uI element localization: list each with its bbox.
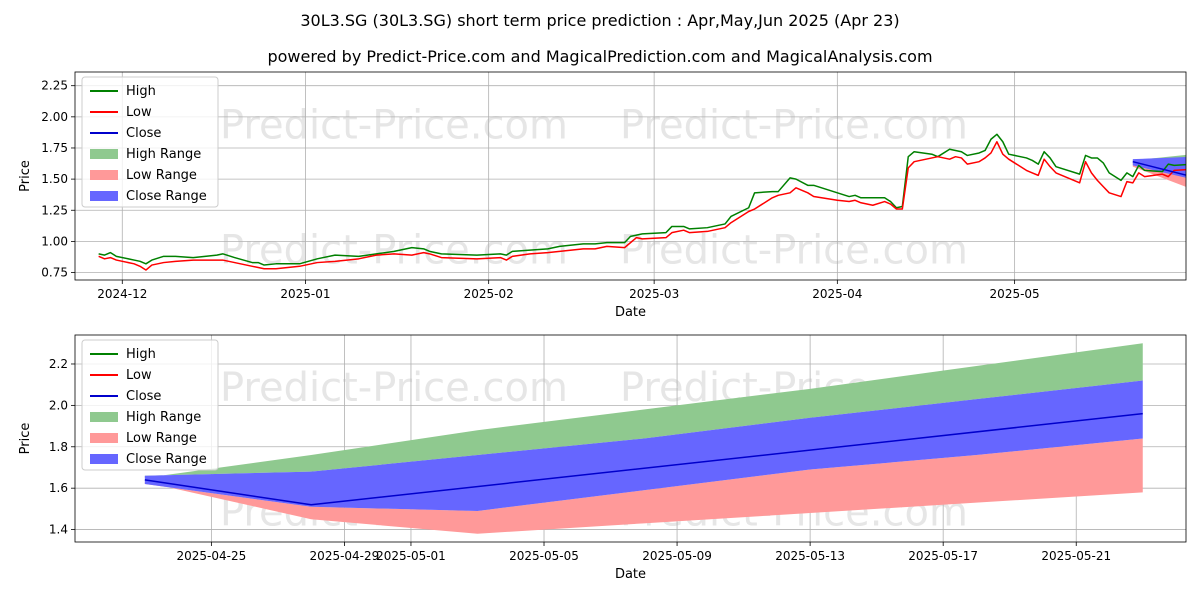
y-tick-label: 2.00 — [41, 110, 68, 124]
x-tick-label: 2025-05 — [990, 287, 1040, 301]
x-tick-label: 2025-05-17 — [908, 549, 978, 563]
legend-label: Low Range — [126, 168, 197, 183]
legend-swatch — [90, 454, 118, 464]
x-tick-label: 2025-04 — [812, 287, 862, 301]
y-tick-label: 1.75 — [41, 141, 68, 155]
low-series-line — [98, 140, 1186, 271]
x-tick-label: 2025-01 — [280, 287, 330, 301]
legend-swatch — [90, 170, 118, 180]
plot-area — [144, 343, 1143, 534]
x-tick-label: 2025-02 — [464, 287, 514, 301]
x-tick-label: 2025-05-09 — [642, 549, 712, 563]
y-tick-label: 1.6 — [49, 481, 68, 495]
chart-title: 30L3.SG (30L3.SG) short term price predi… — [300, 11, 899, 30]
legend-swatch — [90, 412, 118, 422]
x-tick-label: 2025-05-05 — [509, 549, 579, 563]
y-tick-label: 1.50 — [41, 172, 68, 186]
plot-area — [98, 133, 1186, 271]
watermark-text: Predict-Price.com — [220, 365, 568, 411]
y-axis-label: Price — [18, 423, 33, 455]
x-tick-label: 2025-05-13 — [775, 549, 845, 563]
y-tick-label: 2.25 — [41, 79, 68, 93]
close-range-band — [144, 380, 1143, 511]
legend-label: High — [126, 347, 156, 362]
high-range-band — [144, 343, 1143, 478]
axes-frame — [74, 71, 1187, 281]
legend: High Low Close High Range Low Range Close Ran… — [81, 339, 219, 471]
watermark-text: Predict-Price.com — [220, 227, 568, 273]
legend-label: High — [126, 84, 156, 99]
close-forecast-line — [144, 412, 1143, 506]
bottom-panel: Predict-Price.comPredict-Price.comPredic… — [18, 334, 1187, 582]
x-tick-label: 2025-04-29 — [310, 549, 380, 563]
legend: High Low Close High Range Low Range Close Ran… — [81, 76, 219, 208]
top-panel: Predict-Price.com Predict-Price.com Predic… — [18, 71, 1187, 320]
x-tick-label: 2025-05-01 — [376, 549, 446, 563]
y-tick-label: 1.25 — [41, 203, 68, 217]
legend-label: Close Range — [126, 452, 207, 467]
y-tick-label: 1.4 — [49, 523, 68, 537]
y-axis-label: Price — [18, 160, 33, 192]
legend-label: Low — [126, 105, 152, 120]
legend-label: High Range — [126, 410, 201, 425]
y-tick-label: 2.0 — [49, 398, 68, 412]
chart-subtitle: powered by Predict-Price.com and Magical… — [267, 47, 932, 66]
watermark-text: Predict-Price.com — [620, 227, 968, 273]
legend-label: High Range — [126, 147, 201, 162]
x-tick-label: 2024-12 — [97, 287, 147, 301]
x-tick-label: 2025-05-21 — [1041, 549, 1111, 563]
legend-swatch — [90, 191, 118, 201]
x-axis: 2024-12 2025-01 2025-02 2025-03 2025-04 2025-… — [97, 72, 1040, 301]
x-tick-label: 2025-04-25 — [177, 549, 247, 563]
legend-label: Close — [126, 389, 161, 404]
axes-frame — [74, 334, 1187, 543]
watermark-text: Predict-Price.com — [220, 103, 568, 149]
x-axis-label: Date — [615, 567, 646, 582]
high-series-line — [98, 133, 1186, 266]
y-tick-label: 2.2 — [49, 357, 68, 371]
y-tick-label: 0.75 — [41, 266, 68, 280]
legend-label: Close Range — [126, 189, 207, 204]
legend-label: Low — [126, 368, 152, 383]
legend-swatch — [90, 149, 118, 159]
y-tick-label: 1.00 — [41, 234, 68, 248]
x-axis-label: Date — [615, 305, 646, 320]
y-tick-label: 1.8 — [49, 440, 68, 454]
watermark-text: Predict-Price.com — [620, 103, 968, 149]
y-axis: 0.75 1.00 1.25 1.50 1.75 2.00 2.25 — [41, 79, 1186, 280]
legend-label: Close — [126, 126, 161, 141]
legend-label: Low Range — [126, 431, 197, 446]
legend-swatch — [90, 433, 118, 443]
x-tick-label: 2025-03 — [629, 287, 679, 301]
close-forecast-line — [1132, 160, 1186, 176]
